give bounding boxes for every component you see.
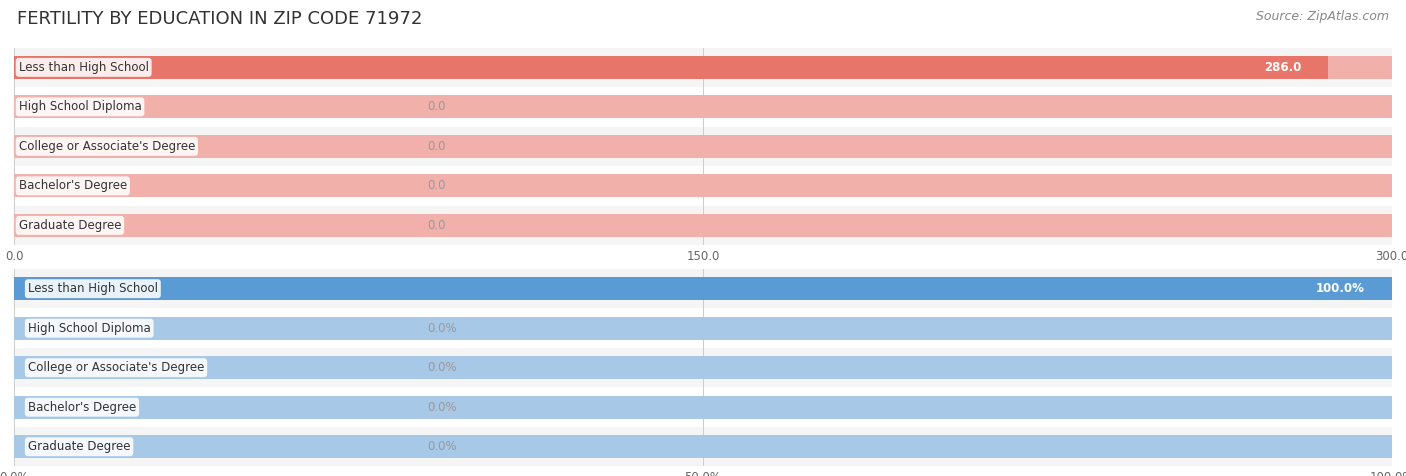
Bar [14,277,1392,300]
Text: 100.0%: 100.0% [1316,282,1364,295]
Bar [14,174,1392,198]
Bar [14,56,1327,79]
Text: College or Associate's Degree: College or Associate's Degree [18,140,195,153]
Bar [14,135,1392,158]
Bar [14,308,1392,348]
Text: High School Diploma: High School Diploma [28,322,150,335]
Text: Less than High School: Less than High School [28,282,157,295]
Bar [14,48,1392,87]
Bar [14,206,1392,245]
Bar [14,214,1392,237]
Bar [14,427,1392,466]
Text: 0.0%: 0.0% [427,440,457,453]
Text: Graduate Degree: Graduate Degree [18,219,121,232]
Text: 0.0: 0.0 [427,219,446,232]
Text: High School Diploma: High School Diploma [18,100,142,113]
Text: FERTILITY BY EDUCATION IN ZIP CODE 71972: FERTILITY BY EDUCATION IN ZIP CODE 71972 [17,10,422,28]
Bar [14,356,1392,379]
Bar [14,396,1392,419]
Text: Less than High School: Less than High School [18,61,149,74]
Text: Bachelor's Degree: Bachelor's Degree [28,401,136,414]
Bar [14,348,1392,387]
Bar [14,166,1392,206]
Bar [14,269,1392,308]
Bar [14,87,1392,127]
Bar [14,317,1392,340]
Bar [14,435,1392,458]
Bar [14,95,1392,119]
Bar [14,127,1392,166]
Text: 0.0: 0.0 [427,100,446,113]
Text: 0.0%: 0.0% [427,401,457,414]
Text: Source: ZipAtlas.com: Source: ZipAtlas.com [1256,10,1389,22]
Text: 0.0: 0.0 [427,140,446,153]
Bar [14,56,1392,79]
Text: Graduate Degree: Graduate Degree [28,440,131,453]
Text: 0.0%: 0.0% [427,361,457,374]
Bar [14,387,1392,427]
Text: College or Associate's Degree: College or Associate's Degree [28,361,204,374]
Text: Bachelor's Degree: Bachelor's Degree [18,179,127,192]
Text: 286.0: 286.0 [1264,61,1302,74]
Text: 0.0%: 0.0% [427,322,457,335]
Text: 0.0: 0.0 [427,179,446,192]
Bar [14,277,1392,300]
